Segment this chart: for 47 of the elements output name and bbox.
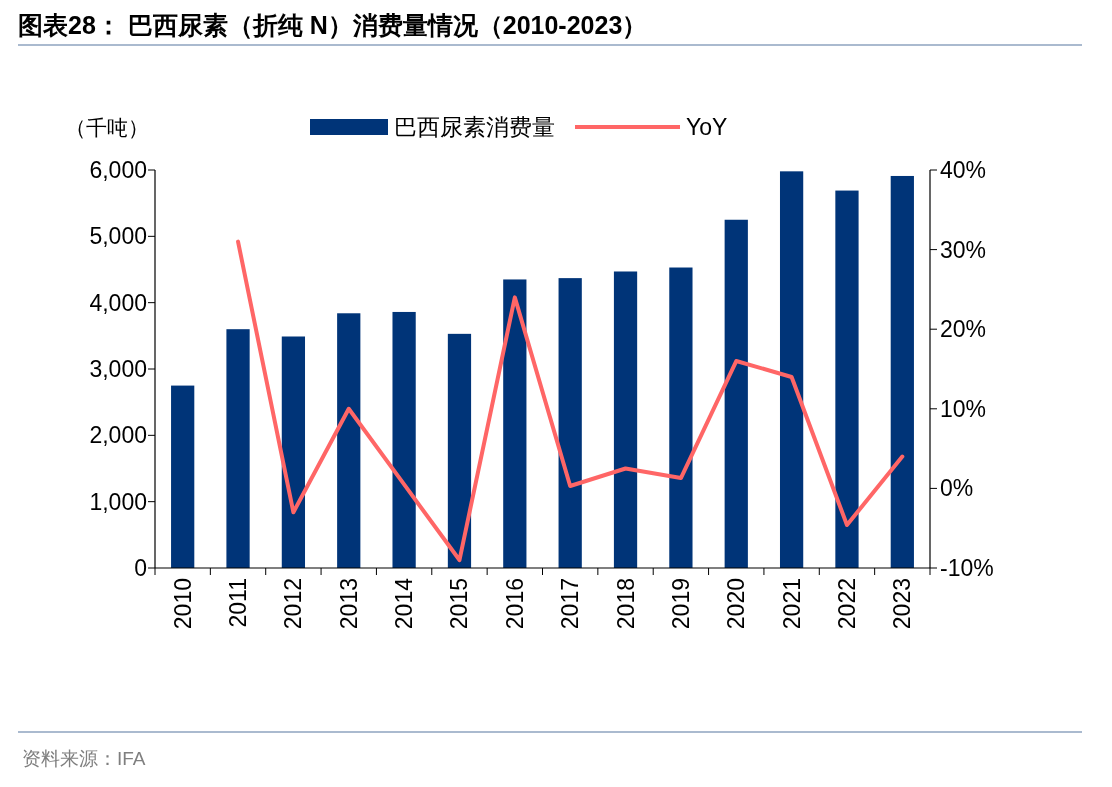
y-tick-label: 1,000 — [89, 488, 147, 515]
y-axis-title: （千吨） — [65, 116, 149, 139]
y2-tick-label: -10% — [940, 555, 994, 581]
line-series — [236, 239, 905, 563]
bar — [669, 267, 693, 568]
y-tick-label: 5,000 — [89, 223, 147, 250]
y-tick-label: 3,000 — [89, 356, 147, 382]
y-tick-label: 4,000 — [89, 289, 147, 316]
legend-label: YoY — [686, 114, 728, 140]
bar — [558, 278, 582, 568]
bar — [503, 279, 527, 568]
bar — [226, 329, 250, 568]
bar — [392, 311, 416, 568]
y2-tick-label: 0% — [940, 475, 974, 502]
y2-tick-label: 30% — [940, 236, 987, 263]
x-tick-label: 2023 — [889, 578, 916, 630]
x-tick-label: 2020 — [723, 578, 750, 630]
x-tick-label: 2022 — [833, 578, 860, 630]
bar — [447, 333, 472, 568]
bar — [281, 336, 306, 568]
x-tick-label: 2017 — [557, 578, 584, 630]
x-tick-label: 2014 — [391, 577, 418, 630]
x-tick-label: 2016 — [501, 578, 528, 630]
x-tick-label: 2010 — [169, 578, 196, 630]
x-tick-label: 2013 — [335, 578, 362, 630]
x-tick-label: 2021 — [778, 578, 805, 630]
x-tick-label: 2018 — [612, 578, 639, 630]
y-tick-label: 2,000 — [89, 422, 147, 449]
y2-tick-label: 40% — [940, 157, 987, 183]
legend-label: 巴西尿素消费量 — [394, 114, 555, 140]
y2-tick-label: 20% — [940, 316, 987, 343]
x-tick-label: 2015 — [446, 578, 473, 630]
x-tick-label: 2012 — [280, 578, 307, 630]
x-tick-label: 2011 — [225, 578, 252, 628]
bar — [337, 313, 361, 568]
bar — [724, 219, 748, 568]
text: 资料来源：IFA — [22, 748, 146, 769]
bar — [835, 190, 859, 568]
bar — [171, 385, 195, 568]
chart-title: 图表28： 巴西尿素（折纯 N）消费量情况（2010-2023） — [18, 11, 648, 39]
bar — [779, 171, 804, 568]
y-tick-label: 6,000 — [89, 157, 147, 183]
x-tick-label: 2019 — [667, 578, 694, 630]
bar — [613, 271, 638, 568]
y2-tick-label: 10% — [940, 395, 987, 422]
bar — [890, 175, 914, 568]
y-tick-label: 0 — [134, 555, 147, 581]
